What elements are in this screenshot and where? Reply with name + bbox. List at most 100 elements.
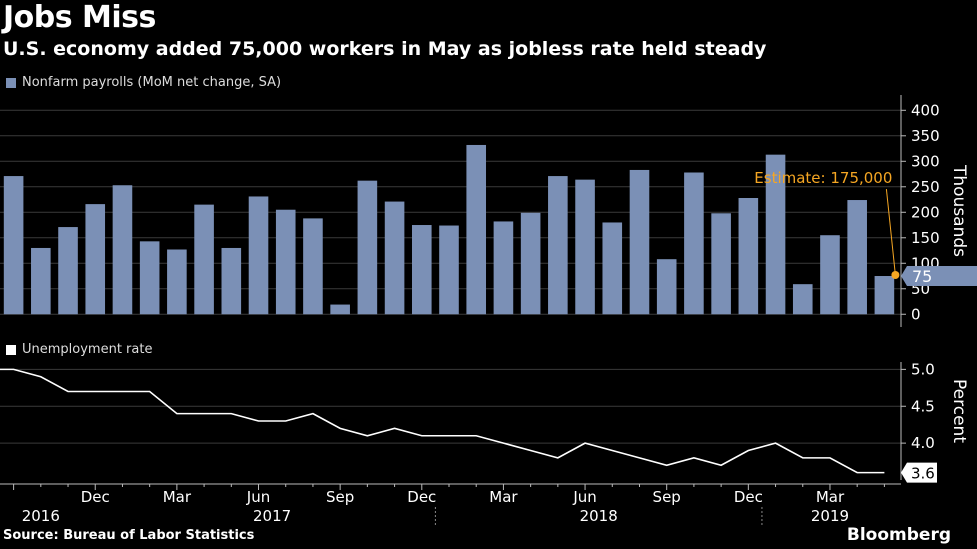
unemployment-point [557, 457, 559, 459]
unemployment-point [748, 450, 750, 452]
unemployment-point [639, 457, 641, 459]
estimate-marker [891, 271, 900, 280]
unemployment-point [503, 442, 505, 444]
payrolls-bar [874, 276, 895, 315]
unemployment-point [258, 420, 260, 422]
payrolls-bar [765, 154, 786, 315]
unemployment-point [530, 450, 532, 452]
x-month-label: Mar [489, 488, 518, 506]
unemployment-point [94, 391, 96, 393]
estimate-label: Estimate: 175,000 [754, 169, 892, 187]
payrolls-bar [602, 222, 623, 315]
payrolls-tick-label: 250 [911, 178, 940, 196]
payrolls-bar [493, 221, 514, 315]
payrolls-bar [656, 259, 677, 315]
payrolls-tick-label: 200 [911, 203, 940, 221]
payrolls-bar [792, 284, 813, 315]
payrolls-bar [85, 204, 106, 315]
source-note: Source: Bureau of Labor Statistics [3, 528, 255, 543]
unemployment-point [829, 457, 831, 459]
unemployment-point [693, 457, 695, 459]
payrolls-tick-label: 150 [911, 229, 940, 247]
unemployment-point [611, 450, 613, 452]
payrolls-bar [3, 176, 24, 315]
unemployment-last-value-text: 3.6 [911, 465, 935, 483]
payrolls-bar [548, 176, 568, 315]
unemployment-line [0, 368, 885, 474]
chart-title: Jobs Miss [3, 0, 156, 35]
payrolls-bar [167, 249, 187, 315]
unemployment-point [149, 391, 151, 393]
unemployment-gridlines [0, 368, 901, 444]
payrolls-bar [575, 179, 595, 315]
payrolls-bar [684, 172, 704, 315]
legend-label-payrolls: Nonfarm payrolls (MoM net change, SA) [22, 75, 282, 90]
estimate-leader-line [885, 188, 896, 276]
unemployment-point [339, 428, 341, 430]
payrolls-bar [330, 304, 350, 315]
payrolls-bars [3, 144, 895, 315]
x-month-label: Dec [81, 488, 110, 506]
payrolls-last-value-text: 75 [912, 267, 932, 286]
unemployment-point [40, 376, 42, 378]
x-month-label: Dec [734, 488, 763, 506]
payrolls-bar [411, 225, 432, 315]
x-month-label: Dec [407, 488, 436, 506]
unemployment-last-value-box [901, 462, 937, 483]
x-axis: Dec Mar Jun Sep Dec Mar Jun Sep Dec Mar 2016 2017 20… [0, 483, 901, 525]
payrolls-bar [466, 144, 487, 315]
payrolls-bar [820, 235, 840, 315]
payrolls-tick-label: 0 [911, 305, 921, 323]
unemployment-point [448, 435, 450, 437]
payrolls-tick-label: 300 [911, 152, 940, 170]
x-month-label: Jun [246, 488, 270, 506]
unemployment-point [666, 464, 668, 466]
legend-swatch-payrolls [6, 77, 16, 88]
unemployment-point [584, 442, 586, 444]
payrolls-bar [303, 218, 323, 315]
unemployment-point [231, 413, 233, 415]
payrolls-bar [194, 204, 214, 315]
unemployment-y-axis: 4.0 4.5 5.0 Percent 3.6 [900, 360, 969, 483]
brand-logo: Bloomberg [846, 525, 951, 545]
unemployment-point [176, 413, 178, 415]
payrolls-bar [357, 180, 378, 315]
unemployment-last-value: 3.6 [901, 462, 937, 483]
unemployment-point [285, 420, 287, 422]
payrolls-bar [221, 247, 242, 315]
payrolls-bar [847, 200, 867, 315]
payrolls-bar [112, 185, 133, 315]
payrolls-bar [738, 197, 759, 315]
payrolls-bar [384, 201, 405, 315]
legend-payrolls: Nonfarm payrolls (MoM net change, SA) [6, 75, 281, 90]
x-month-label: Sep [326, 488, 354, 506]
payrolls-bar [520, 212, 541, 315]
chart-subtitle: U.S. economy added 75,000 workers in May… [3, 38, 767, 60]
unemployment-point [67, 391, 69, 393]
unemployment-point [775, 442, 777, 444]
unemployment-tick-label: 4.0 [911, 434, 935, 452]
x-month-label: Jun [572, 488, 596, 506]
x-month-label: Mar [163, 488, 192, 506]
legend-label-unemployment: Unemployment rate [22, 342, 153, 357]
payrolls-bar [31, 247, 51, 315]
unemployment-point [856, 472, 858, 474]
payrolls-bar [629, 169, 650, 315]
unemployment-point [421, 435, 423, 437]
unemployment-point [312, 413, 314, 415]
payrolls-bar [139, 241, 160, 315]
unemployment-point [203, 413, 205, 415]
payrolls-tick-label: 400 [911, 101, 940, 119]
unemployment-tick-label: 4.5 [911, 397, 935, 415]
payrolls-bar [439, 225, 459, 315]
payrolls-tick-label: 350 [911, 127, 940, 145]
unemployment-point [720, 464, 722, 466]
payrolls-bar [58, 227, 78, 315]
estimate-annotation: Estimate: 175,000 [754, 169, 900, 280]
unemployment-tick-label: 5.0 [911, 360, 935, 378]
x-month-label: Sep [653, 488, 681, 506]
payrolls-last-value: 75 [901, 266, 977, 287]
payrolls-bar [275, 209, 296, 315]
unemployment-axis-title: Percent [949, 379, 969, 443]
